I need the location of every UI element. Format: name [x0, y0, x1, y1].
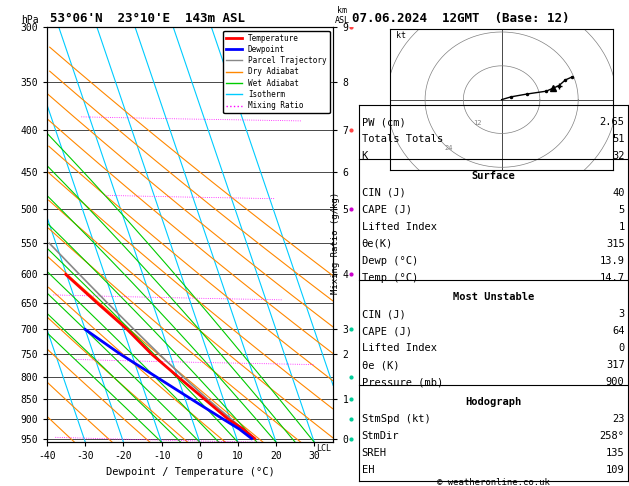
Text: 315: 315: [606, 239, 625, 249]
Text: θe(K): θe(K): [362, 239, 393, 249]
Text: Totals Totals: Totals Totals: [362, 135, 443, 144]
Text: 13.9: 13.9: [599, 256, 625, 266]
Text: 317: 317: [606, 361, 625, 370]
Text: 23: 23: [612, 414, 625, 424]
Text: StmSpd (kt): StmSpd (kt): [362, 414, 430, 424]
Text: CAPE (J): CAPE (J): [362, 205, 411, 215]
Text: 135: 135: [606, 448, 625, 458]
Text: 07.06.2024  12GMT  (Base: 12): 07.06.2024 12GMT (Base: 12): [352, 12, 570, 25]
Text: 32: 32: [612, 152, 625, 161]
Text: 3: 3: [618, 310, 625, 319]
Text: Pressure (mb): Pressure (mb): [362, 378, 443, 387]
Text: SREH: SREH: [362, 448, 387, 458]
Text: hPa: hPa: [21, 16, 39, 25]
Text: 900: 900: [606, 378, 625, 387]
X-axis label: Dewpoint / Temperature (°C): Dewpoint / Temperature (°C): [106, 467, 275, 477]
Text: CIN (J): CIN (J): [362, 310, 406, 319]
Text: 5: 5: [618, 205, 625, 215]
Text: km
ASL: km ASL: [335, 6, 350, 25]
Text: 14.7: 14.7: [599, 273, 625, 283]
Text: 40: 40: [612, 188, 625, 198]
Text: EH: EH: [362, 465, 374, 475]
Text: LCL: LCL: [316, 444, 331, 453]
Legend: Temperature, Dewpoint, Parcel Trajectory, Dry Adiabat, Wet Adiabat, Isotherm, Mi: Temperature, Dewpoint, Parcel Trajectory…: [223, 31, 330, 113]
Text: 1: 1: [618, 222, 625, 232]
Text: Surface: Surface: [471, 171, 515, 181]
Text: © weatheronline.co.uk: © weatheronline.co.uk: [437, 478, 550, 486]
Text: K: K: [362, 152, 368, 161]
Text: 109: 109: [606, 465, 625, 475]
Text: 12: 12: [473, 120, 481, 126]
Text: Temp (°C): Temp (°C): [362, 273, 418, 283]
Text: 51: 51: [612, 135, 625, 144]
Text: Most Unstable: Most Unstable: [452, 293, 534, 302]
Text: CIN (J): CIN (J): [362, 188, 406, 198]
Text: 53°06'N  23°10'E  143m ASL: 53°06'N 23°10'E 143m ASL: [50, 12, 245, 25]
Text: 258°: 258°: [599, 431, 625, 441]
Text: kt: kt: [396, 31, 406, 40]
Text: 0: 0: [618, 344, 625, 353]
Text: 64: 64: [612, 327, 625, 336]
Text: PW (cm): PW (cm): [362, 118, 406, 127]
Text: θe (K): θe (K): [362, 361, 399, 370]
Text: Dewp (°C): Dewp (°C): [362, 256, 418, 266]
Text: Lifted Index: Lifted Index: [362, 344, 437, 353]
Text: Mixing Ratio (g/kg): Mixing Ratio (g/kg): [331, 192, 340, 294]
Text: 2.65: 2.65: [599, 118, 625, 127]
Text: Hodograph: Hodograph: [465, 397, 521, 407]
Text: Lifted Index: Lifted Index: [362, 222, 437, 232]
Text: 24: 24: [444, 145, 453, 151]
Text: StmDir: StmDir: [362, 431, 399, 441]
Text: CAPE (J): CAPE (J): [362, 327, 411, 336]
